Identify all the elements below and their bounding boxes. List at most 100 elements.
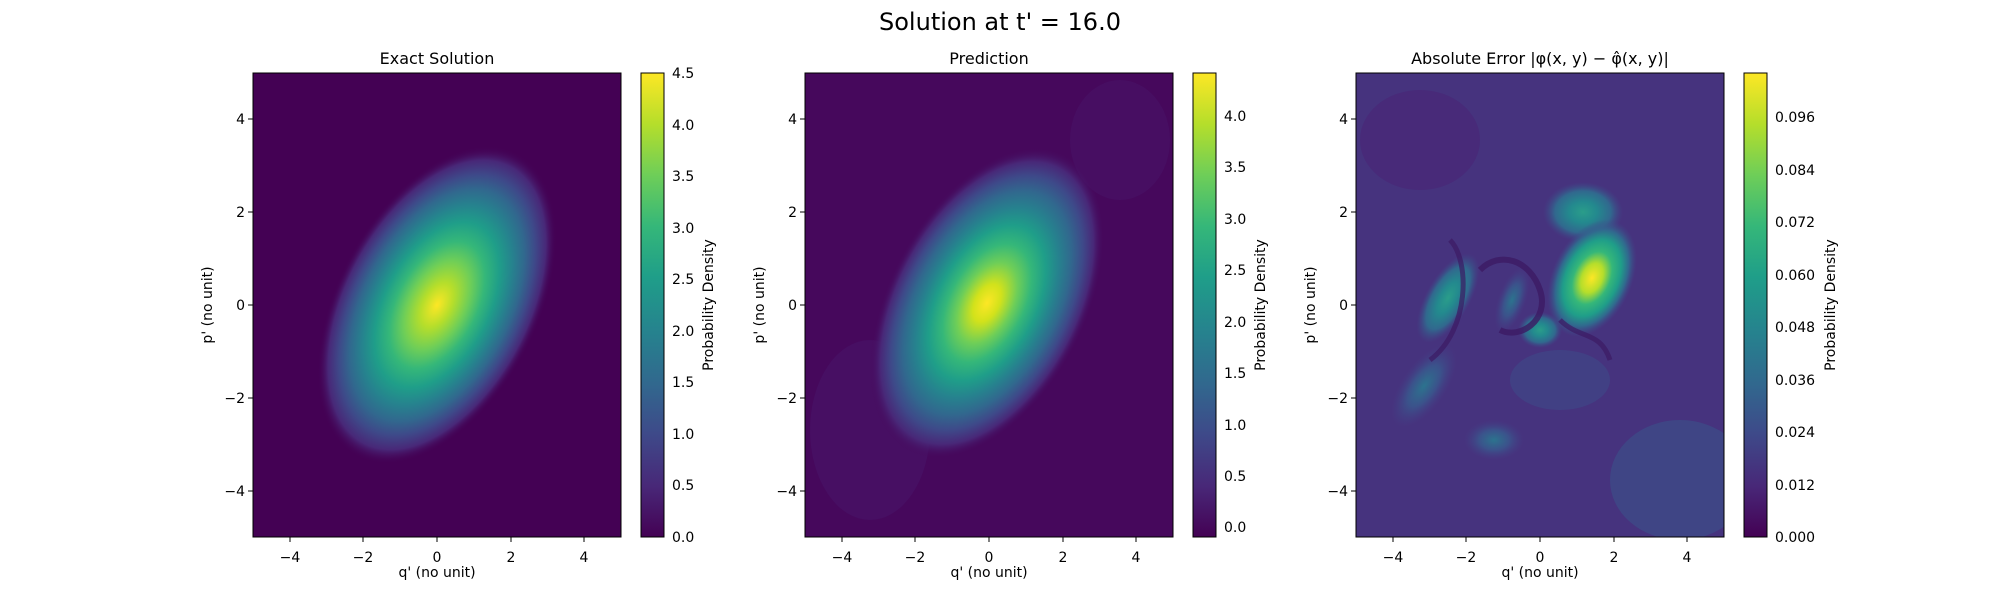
colorbar-tick-label: 0.024: [1775, 425, 1815, 441]
panel-prediction: Prediction −4 −2 0 2 4 −4 −2 0 2 4: [752, 49, 1269, 581]
x-tick-label: −2: [353, 550, 374, 566]
y-tick-label: 4: [236, 112, 245, 128]
colorbar-tick-label: 0.084: [1775, 163, 1815, 179]
colorbar-tick-label: 3.0: [1224, 212, 1246, 228]
heatmap-plot: [805, 73, 1173, 537]
y-axis: −4 −2 0 2 4: [776, 112, 805, 500]
colorbar-tick-label: 2.0: [1224, 315, 1246, 331]
colorbar-tick-label: 3.5: [672, 169, 694, 185]
y-tick-label: 0: [236, 298, 245, 314]
density-blob: [869, 147, 1105, 459]
colorbar-tick-label: 0.012: [1775, 478, 1815, 494]
error-band: [1360, 90, 1480, 190]
x-axis-label: q' (no unit): [398, 565, 475, 581]
colorbar-label: Probability Density: [1253, 239, 1269, 371]
faint-ripple: [1070, 80, 1170, 200]
y-tick-label: −4: [224, 484, 245, 500]
x-tick-label: −2: [905, 550, 926, 566]
colorbar-tick-label: 3.0: [672, 221, 694, 237]
colorbar-tick-label: 3.5: [1224, 160, 1246, 176]
colorbar-tick-label: 0.060: [1775, 268, 1815, 284]
x-axis-label: q' (no unit): [950, 565, 1027, 581]
colorbar-tick-label: 0.000: [1775, 530, 1815, 546]
panel-absolute-error: Absolute Error |φ(x, y) − φ̂(x, y)| −4 −…: [1303, 49, 1839, 581]
colorbar-tick-label: 0.072: [1775, 215, 1815, 231]
error-ridge: [1477, 256, 1545, 336]
y-tick-label: 4: [1339, 112, 1348, 128]
y-tick-label: −2: [224, 391, 245, 407]
colorbar-tick-label: 0.0: [672, 530, 694, 546]
x-tick-label: −4: [280, 550, 301, 566]
colorbar-tick-label: 1.0: [1224, 418, 1246, 434]
error-hotspot: [1518, 312, 1562, 348]
x-axis: −4 −2 0 2 4: [280, 537, 589, 566]
y-tick-label: −4: [776, 484, 797, 500]
x-tick-label: 0: [1536, 550, 1545, 566]
error-band: [1610, 420, 1724, 537]
colorbar-tick-label: 1.5: [1224, 366, 1246, 382]
colorbar-tick-label: 4.0: [1224, 109, 1246, 125]
colorbar-label: Probability Density: [701, 239, 717, 371]
x-tick-label: 2: [1610, 550, 1619, 566]
figure-title: Solution at t' = 16.0: [879, 8, 1121, 36]
colorbar-tick-label: 0.096: [1775, 110, 1815, 126]
colorbar: 0.0 0.5 1.0 1.5 2.0 2.5 3.0 3.5 4.0 Prob…: [1192, 72, 1269, 538]
colorbar-tick-label: 0.5: [672, 478, 694, 494]
colorbar-tick-label: 4.0: [672, 118, 694, 134]
x-tick-label: 4: [1683, 550, 1692, 566]
x-tick-label: −4: [832, 550, 853, 566]
y-tick-label: 0: [1339, 298, 1348, 314]
colorbar-tick-label: 0.036: [1775, 373, 1815, 389]
y-tick-label: −2: [1327, 391, 1348, 407]
colorbar-ticks: 0.0 0.5 1.0 1.5 2.0 2.5 3.0 3.5 4.0 4.5: [672, 66, 694, 546]
y-axis-label: p' (no unit): [1303, 266, 1319, 343]
colorbar-label: Probability Density: [1823, 239, 1839, 371]
x-tick-label: 0: [433, 550, 442, 566]
x-tick-label: 4: [1132, 550, 1141, 566]
x-tick-label: 2: [507, 550, 516, 566]
x-tick-label: −2: [1456, 550, 1477, 566]
colorbar-tick-label: 0.048: [1775, 320, 1815, 336]
colorbar-tick-label: 2.5: [1224, 263, 1246, 279]
error-hotspot: [1464, 420, 1524, 460]
colorbar-tick-label: 1.0: [672, 427, 694, 443]
x-tick-label: 0: [985, 550, 994, 566]
y-tick-label: 4: [788, 112, 797, 128]
error-ridge: [1428, 238, 1466, 362]
error-hotspot: [1547, 219, 1637, 337]
colorbar-gradient: [1743, 72, 1768, 538]
y-tick-label: 2: [1339, 205, 1348, 221]
panel-title: Exact Solution: [380, 49, 495, 68]
error-ridge: [1558, 318, 1613, 361]
colorbar-gradient: [640, 72, 665, 538]
panel-exact: Exact Solution −4 −2 0 2 4 −4 −2 0 2 4 q…: [200, 49, 717, 581]
y-tick-label: 0: [788, 298, 797, 314]
colorbar-tick-label: 4.5: [672, 66, 694, 82]
colorbar-tick-label: 1.5: [672, 375, 694, 391]
y-tick-label: −4: [1327, 484, 1348, 500]
colorbar-tick-label: 2.5: [672, 272, 694, 288]
y-axis-label: p' (no unit): [200, 266, 216, 343]
colorbar-tick-label: 2.0: [672, 324, 694, 340]
y-tick-label: 2: [788, 205, 797, 221]
heatmap-plot: [253, 73, 621, 537]
panel-title: Prediction: [949, 49, 1028, 68]
y-axis: −4 −2 0 2 4: [1327, 112, 1356, 500]
heatmap-plot: [1356, 73, 1724, 537]
x-tick-label: 2: [1059, 550, 1068, 566]
x-axis: −4 −2 0 2 4: [1383, 537, 1692, 566]
error-hotspot: [1391, 344, 1457, 428]
colorbar-ticks: 0.000 0.012 0.024 0.036 0.048 0.060 0.07…: [1775, 110, 1815, 546]
density-blob: [317, 146, 557, 464]
colorbar-ticks: 0.0 0.5 1.0 1.5 2.0 2.5 3.0 3.5 4.0: [1224, 109, 1246, 536]
x-tick-label: 4: [580, 550, 589, 566]
y-tick-label: −2: [776, 391, 797, 407]
panel-title: Absolute Error |φ(x, y) − φ̂(x, y)|: [1411, 49, 1669, 68]
error-hotspot: [1494, 267, 1530, 333]
y-tick-label: 2: [236, 205, 245, 221]
x-tick-label: −4: [1383, 550, 1404, 566]
y-axis-label: p' (no unit): [752, 266, 768, 343]
colorbar-gradient: [1192, 72, 1217, 538]
colorbar: 0.0 0.5 1.0 1.5 2.0 2.5 3.0 3.5 4.0 4.5 …: [640, 66, 717, 546]
